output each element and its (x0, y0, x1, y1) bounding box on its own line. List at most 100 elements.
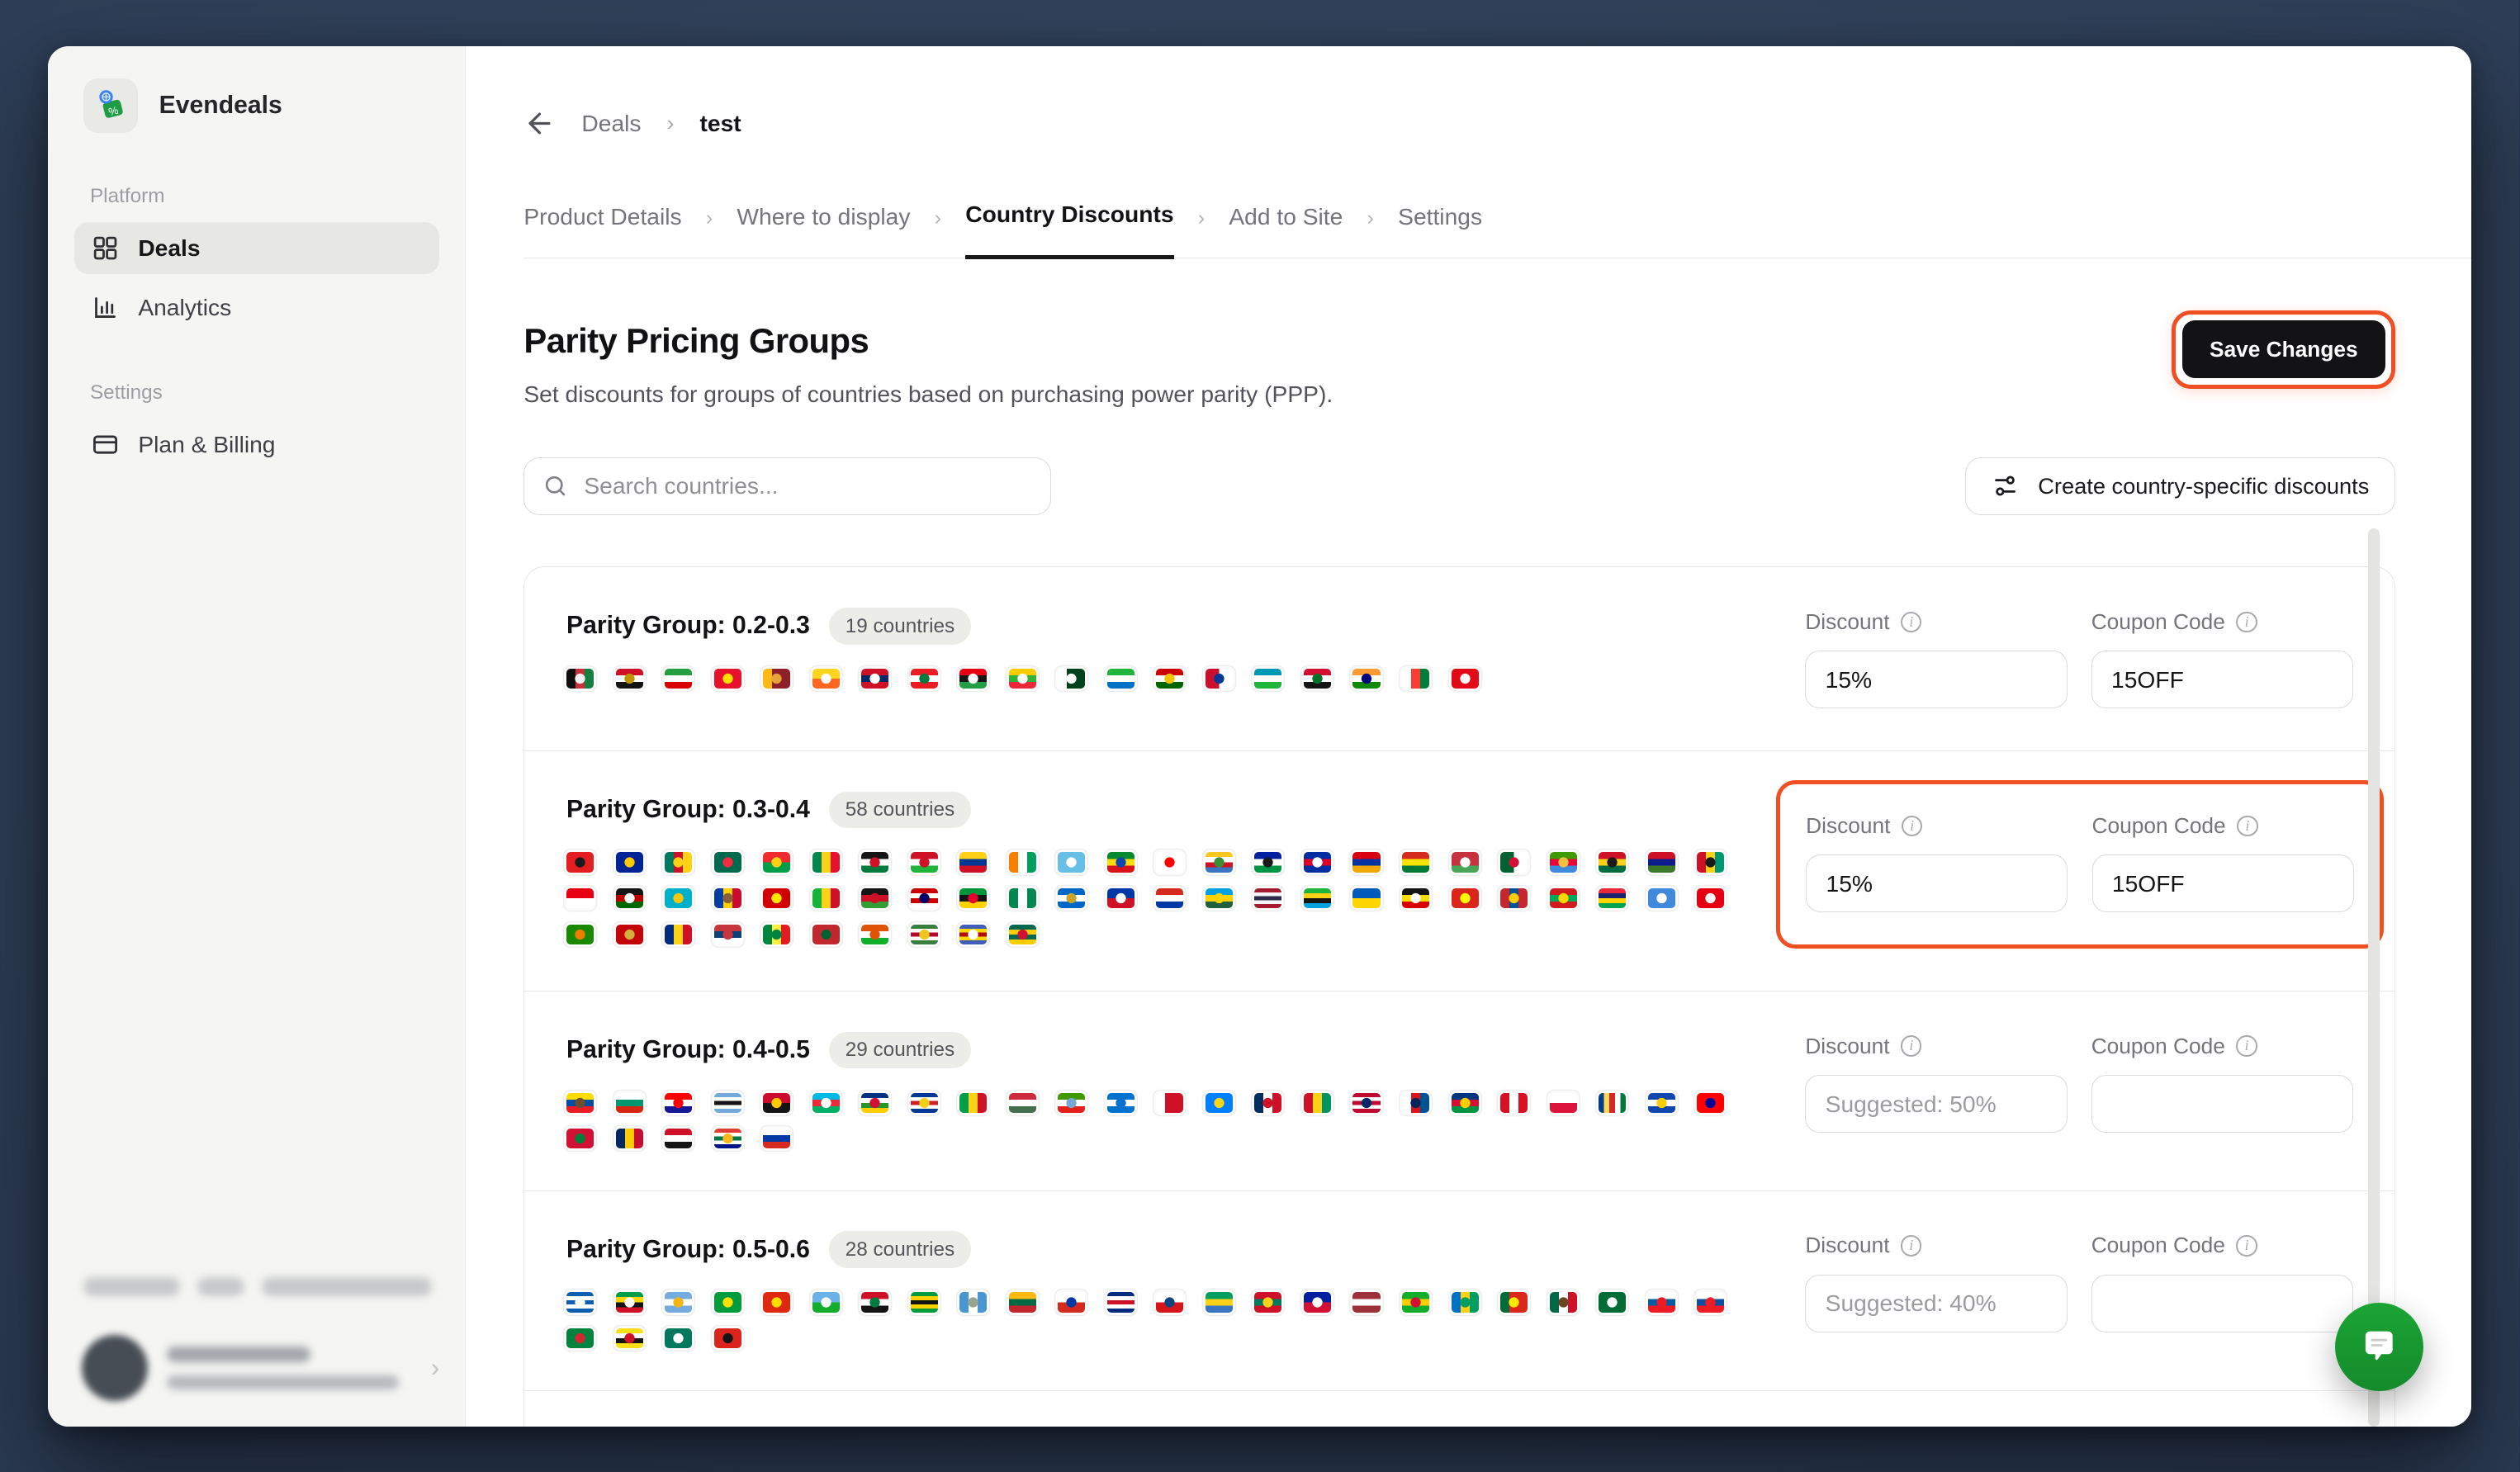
tab-where-to-display[interactable]: Where to display (737, 203, 911, 230)
flag-jamaica (910, 1292, 938, 1313)
discount-input[interactable]: Suggested: 40% (1805, 1274, 2068, 1332)
flag-seychelles (1599, 1092, 1627, 1113)
flag-tanzania (1303, 888, 1332, 909)
redacted-pill (197, 1277, 244, 1297)
search-icon (542, 473, 568, 499)
tab-country-discounts[interactable]: Country Discounts (965, 201, 1174, 260)
info-icon[interactable]: i (2236, 1035, 2257, 1057)
info-icon[interactable]: i (1901, 1035, 1922, 1057)
info-icon[interactable]: i (2237, 815, 2258, 837)
sidebar-item-deals[interactable]: Deals (73, 222, 440, 274)
info-icon[interactable]: i (1901, 815, 1923, 837)
breadcrumb: Deals › test (466, 46, 2471, 140)
sidebar-section-label: Settings (89, 381, 163, 404)
save-changes-button[interactable]: Save Changes (2181, 320, 2385, 379)
page-subtitle: Set discounts for groups of countries ba… (523, 380, 1333, 407)
flag-philippines (1106, 888, 1134, 909)
tab-add-to-site[interactable]: Add to Site (1229, 203, 1343, 230)
tab-product-details[interactable]: Product Details (523, 203, 682, 230)
parity-group-row: Parity Group: 0.5-0.6 28 countries Discoun… (524, 1190, 2395, 1390)
flag-croatia (665, 1092, 693, 1113)
flag-zambia (566, 924, 594, 944)
coupon-input[interactable]: 15OFF (2091, 651, 2353, 709)
info-icon[interactable]: i (2236, 611, 2257, 632)
flag-timor-leste (713, 1328, 741, 1349)
parity-group-row: Parity Group: 0.3-0.4 58 countries Discoun… (524, 750, 2395, 991)
chat-widget-button[interactable] (2334, 1303, 2423, 1392)
flag-vietnam (1451, 888, 1479, 909)
flag-romania (665, 924, 693, 944)
flag-panama (1402, 1092, 1430, 1113)
bar-chart-icon (92, 294, 119, 321)
flag-indonesia (566, 888, 594, 909)
flag-somalia (1647, 888, 1675, 909)
discount-label: Discount i (1805, 609, 2067, 635)
flag-iran (665, 668, 693, 689)
discount-field: Discount i 15% (1806, 813, 2068, 913)
flag-senegal (763, 924, 791, 944)
info-icon[interactable]: i (2236, 1235, 2257, 1257)
flag-argentina (665, 1292, 693, 1313)
tabs: Product Details › Where to display › Country… (523, 201, 2471, 260)
flag-taiwan (1697, 1092, 1725, 1113)
discount-input[interactable]: 15% (1806, 854, 2068, 913)
search-input[interactable]: Search countries... (523, 457, 1051, 515)
flag-moldova (713, 888, 741, 909)
flag-turkey (1451, 668, 1479, 689)
redacted-user-info (167, 1346, 399, 1390)
coupon-field: Coupon Code i (2091, 1233, 2353, 1332)
breadcrumb-parent[interactable]: Deals (581, 110, 642, 137)
flag-thailand (1254, 888, 1282, 909)
flag-sri-lanka (763, 668, 791, 689)
flag-rwanda (1205, 888, 1233, 909)
flag-latvia (1352, 1292, 1381, 1313)
scrollbar[interactable] (2368, 528, 2380, 1427)
tab-settings[interactable]: Settings (1398, 203, 1483, 230)
flag-slovakia (1697, 1292, 1725, 1313)
country-flags (566, 1292, 1747, 1349)
flag-guatemala (959, 1292, 988, 1313)
flag-haiti (1303, 1292, 1332, 1313)
app-window: % Evendeals Platform Deals Analytics Settin… (48, 46, 2471, 1427)
sidebar: % Evendeals Platform Deals Analytics Settin… (48, 46, 467, 1427)
chevron-right-icon (431, 1353, 439, 1383)
sidebar-item-analytics[interactable]: Analytics (74, 282, 440, 333)
flag-mexico (1549, 1292, 1577, 1313)
flag-suriname (910, 924, 938, 944)
create-country-discounts-label: Create country-specific discounts (2038, 472, 2370, 499)
coupon-label: Coupon Code i (2091, 1233, 2353, 1258)
info-icon[interactable]: i (1901, 1235, 1922, 1257)
discount-input[interactable]: Suggested: 50% (1805, 1074, 2068, 1134)
sidebar-item-plan-billing[interactable]: Plan & Billing (74, 419, 440, 470)
flag-ecuador (566, 1092, 594, 1113)
discount-input[interactable]: 15% (1805, 651, 2068, 709)
coupon-input[interactable] (2091, 1274, 2353, 1332)
flag-chile (1058, 1292, 1086, 1313)
flag-peru (1500, 1092, 1528, 1113)
create-country-discounts-button[interactable]: Create country-specific discounts (1964, 457, 2396, 515)
parity-group-title: Parity Group: 0.3-0.4 (566, 795, 810, 823)
coupon-input[interactable] (2091, 1074, 2353, 1134)
back-arrow-icon[interactable] (523, 107, 556, 140)
flag-malaysia (910, 888, 938, 909)
tab-separator-icon: › (934, 206, 942, 230)
flag-czechia (1156, 1292, 1184, 1313)
flag-honduras (1106, 1092, 1134, 1113)
flag-mauritius (1599, 888, 1627, 909)
discount-label-text: Discount (1806, 812, 1891, 838)
discount-label-text: Discount (1805, 1033, 1890, 1058)
flag-sierra-leone (1106, 668, 1134, 689)
flag-yemen (665, 1129, 693, 1149)
flag-eswatini (959, 924, 988, 944)
user-profile-menu[interactable] (82, 1335, 439, 1401)
coupon-input[interactable]: 15OFF (2091, 854, 2354, 913)
flag-uganda (1402, 888, 1430, 909)
flag-tajikistan (1156, 668, 1184, 689)
coupon-field: Coupon Code i 15OFF (2091, 813, 2354, 913)
flag-bosnia-and-herzegovina (615, 852, 643, 873)
flag-brazil (713, 1292, 741, 1313)
info-icon[interactable]: i (1901, 611, 1922, 632)
breadcrumb-current: test (699, 110, 741, 137)
flag-belarus (1451, 852, 1479, 873)
parity-group-row: Parity Group: 0.4-0.5 29 countries Discoun… (524, 990, 2395, 1190)
